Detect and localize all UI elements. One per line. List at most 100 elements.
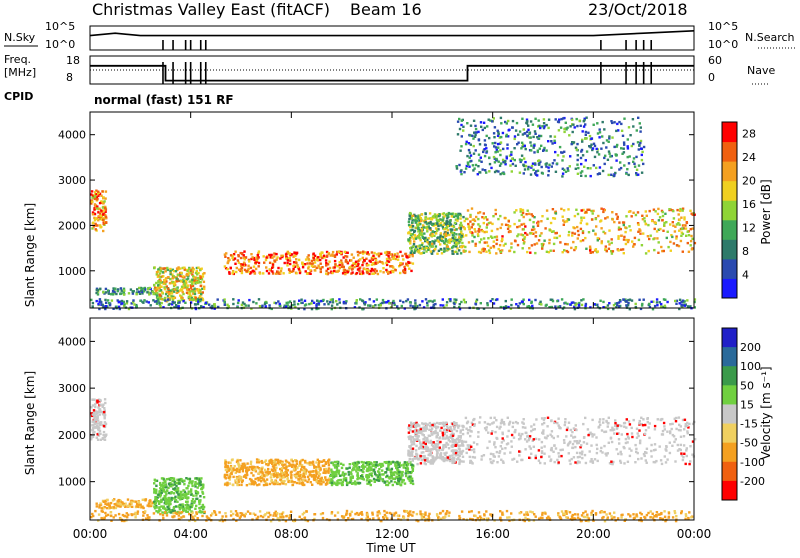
power-echo-cell (446, 217, 448, 219)
power-echo-cell (396, 305, 398, 307)
velocity-echo-cell (172, 488, 174, 490)
velocity-echo-cell (279, 473, 281, 475)
power-echo-cell (451, 215, 453, 217)
power-echo-cell (286, 264, 288, 266)
power-echo-cell (415, 246, 417, 248)
power-echo-cell (628, 126, 630, 128)
power-echo-cell (460, 236, 462, 238)
power-echo-cell (544, 227, 546, 229)
power-echo-cell (175, 288, 177, 290)
velocity-echo-cell (201, 511, 203, 513)
velocity-echo-cell (309, 464, 311, 466)
power-echo-cell (132, 299, 134, 301)
velocity-echo-cell (94, 406, 96, 408)
velocity-echo-cell (248, 469, 250, 471)
power-echo-cell (439, 243, 441, 245)
velocity-echo-cell (175, 499, 177, 501)
velocity-echo-cell (462, 460, 464, 462)
power-echo-cell (556, 300, 558, 302)
power-echo-cell (533, 151, 535, 153)
power-echo-cell (514, 138, 516, 140)
velocity-echo-cell (400, 464, 402, 466)
power-echo-cell (175, 270, 177, 272)
power-echo-cell (644, 220, 646, 222)
velocity-echo-cell (324, 476, 326, 478)
power-echo-cell (577, 213, 579, 215)
power-echo-cell (293, 303, 295, 305)
velocity-echo-cell (407, 427, 409, 429)
power-echo-cell (265, 259, 267, 261)
power-echo-cell (523, 242, 525, 244)
velocity-echo-cell (192, 498, 194, 500)
power-echo-cell (635, 303, 637, 305)
power-echo-cell (123, 289, 125, 291)
cpid-label: CPID (4, 90, 33, 103)
velocity-echo-cell (335, 471, 337, 473)
power-echo-cell (269, 262, 271, 264)
velocity-echo-cell (199, 500, 201, 502)
power-echo-cell (409, 212, 411, 214)
power-echo-cell (154, 288, 156, 290)
power-echo-cell (234, 263, 236, 265)
power-echo-cell (508, 220, 510, 222)
velocity-echo-cell (163, 505, 165, 507)
power-echo-cell (344, 269, 346, 271)
power-echo-cell (543, 149, 545, 151)
velocity-echo-cell (103, 425, 105, 427)
velocity-echo-cell (170, 492, 172, 494)
power-echo-cell (611, 136, 613, 138)
power-echo-cell (583, 125, 585, 127)
power-echo-cell (540, 232, 542, 234)
power-echo-cell (336, 270, 338, 272)
power-echo-cell (534, 130, 536, 132)
power-echo-cell (389, 259, 391, 261)
power-echo-cell (347, 271, 349, 273)
power-echo-cell (355, 261, 357, 263)
power-echo-cell (361, 299, 363, 301)
velocity-echo-cell (376, 461, 378, 463)
velocity-echo-cell (188, 482, 190, 484)
power-echo-cell (563, 151, 565, 153)
power-echo-cell (203, 272, 205, 274)
velocity-echo-cell (424, 462, 426, 464)
power-echo-cell (497, 130, 499, 132)
velocity-echo-cell (97, 419, 99, 421)
power-echo-cell (585, 211, 587, 213)
power-echo-cell (453, 216, 455, 218)
power-echo-cell (462, 216, 464, 218)
power-echo-cell (482, 168, 484, 170)
power-echo-cell (250, 267, 252, 269)
power-echo-cell (425, 226, 427, 228)
velocity-echo-cell (325, 461, 327, 463)
power-echo-cell (232, 303, 234, 305)
power-echo-cell (645, 252, 647, 254)
velocity-echo-cell (182, 503, 184, 505)
velocity-echo-cell (389, 477, 391, 479)
velocity-echo-cell (356, 474, 358, 476)
velocity-echo-cell (233, 469, 235, 471)
power-echo-cell (102, 230, 104, 232)
power-echo-cell (437, 225, 439, 227)
power-echo-cell (524, 232, 526, 234)
velocity-echo-cell (371, 472, 373, 474)
power-echo-cell (408, 239, 410, 241)
velocity-echo-cell (253, 469, 255, 471)
velocity-echo-cell (285, 466, 287, 468)
power-echo-cell (662, 215, 664, 217)
power-echo-cell (117, 290, 119, 292)
power-echo-cell (535, 235, 537, 237)
power-echo-cell (639, 130, 641, 132)
power-echo-cell (501, 239, 503, 241)
power-echo-cell (309, 273, 311, 275)
velocity-echo-cell (296, 473, 298, 475)
power-echo-cell (296, 252, 298, 254)
power-echo-cell (591, 218, 593, 220)
power-echo-cell (499, 244, 501, 246)
power-echo-cell (641, 154, 643, 156)
power-echo-cell (457, 133, 459, 135)
power-echo-cell (547, 166, 549, 168)
power-echo-cell (568, 234, 570, 236)
power-echo-cell (637, 211, 639, 213)
power-echo-cell (414, 305, 416, 307)
power-echo-cell (177, 266, 179, 268)
